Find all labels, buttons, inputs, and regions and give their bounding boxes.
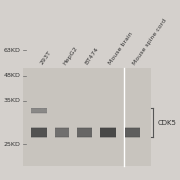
Bar: [77, 127, 92, 129]
Text: Mouse brain: Mouse brain: [108, 31, 134, 66]
Bar: [31, 112, 47, 114]
Bar: [31, 136, 47, 138]
Text: CDK5: CDK5: [158, 120, 177, 125]
Text: 48KD: 48KD: [4, 73, 21, 78]
Bar: [31, 108, 47, 113]
Bar: [77, 128, 92, 137]
Bar: [125, 128, 140, 137]
Text: 293T: 293T: [39, 50, 52, 66]
Text: 25KD: 25KD: [4, 141, 21, 147]
Bar: [77, 136, 92, 138]
Text: 35KD: 35KD: [4, 98, 21, 103]
Bar: [125, 127, 140, 129]
Bar: [100, 127, 116, 129]
Bar: [125, 136, 140, 138]
Bar: [100, 136, 116, 138]
Bar: [55, 136, 69, 138]
Bar: [100, 128, 116, 137]
Bar: [41, 108, 44, 110]
Text: BT474: BT474: [84, 46, 100, 66]
Text: Mouse spine cord: Mouse spine cord: [132, 18, 168, 66]
Bar: [23, 68, 151, 166]
Text: HepG2: HepG2: [62, 45, 78, 66]
Bar: [31, 128, 47, 137]
Bar: [55, 127, 69, 129]
Text: 63KD: 63KD: [4, 48, 21, 53]
Bar: [31, 108, 47, 109]
Bar: [55, 128, 69, 137]
Bar: [31, 127, 47, 129]
